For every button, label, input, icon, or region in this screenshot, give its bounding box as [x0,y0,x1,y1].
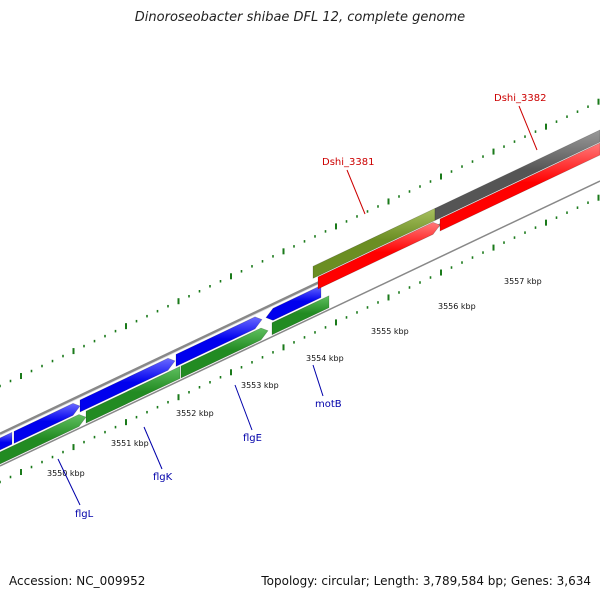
cds-green-1 [0,414,87,465]
gene-label-Dshi_3381: Dshi_3381 [322,157,374,168]
cds-blue-flgE [175,316,263,367]
genome-summary: Topology: circular; Length: 3,789,584 bp… [261,574,591,588]
gene-label-leader [234,384,253,431]
scale-label: 3555 kbp [371,327,409,336]
scale-label: 3552 kbp [176,409,214,418]
scale-label: 3550 kbp [47,469,85,478]
cds-red-2 [439,142,600,232]
gene-label-flgE: flgE [243,433,262,444]
scale-label: 3556 kbp [438,302,476,311]
scale-label: 3551 kbp [111,439,149,448]
gene-label-flgL: flgL [75,509,94,520]
gene-label-Dshi_3382: Dshi_3382 [494,93,546,104]
accession-label: Accession: NC_009952 [9,574,146,588]
scale-label: 3554 kbp [306,354,344,363]
gene-label-leader [346,169,366,215]
cds-blue-motB [265,285,322,321]
cds-grey-Dshi_3382 [434,129,600,221]
gene-label-flgK: flgK [153,472,173,483]
cds-green-4 [271,295,330,336]
scale-label: 3553 kbp [241,381,279,390]
cds-blue-flgK [13,402,81,444]
gene-label-motB: motB [315,399,342,410]
gene-label-leader [518,105,538,151]
gene-label-leader [312,364,324,397]
map-title: Dinoroseobacter shibae DFL 12, complete … [134,10,466,25]
strand-edge-line [0,180,600,467]
cds-red-1 [317,221,441,290]
gene-label-leader [143,426,163,470]
cds-blue-flgK2 [79,357,176,413]
cds-blue-flgL [0,431,13,451]
cds-green-2 [85,366,181,424]
scale-label: 3557 kbp [504,277,542,286]
cds-green-3 [180,327,269,379]
gene-label-leader [57,458,81,506]
